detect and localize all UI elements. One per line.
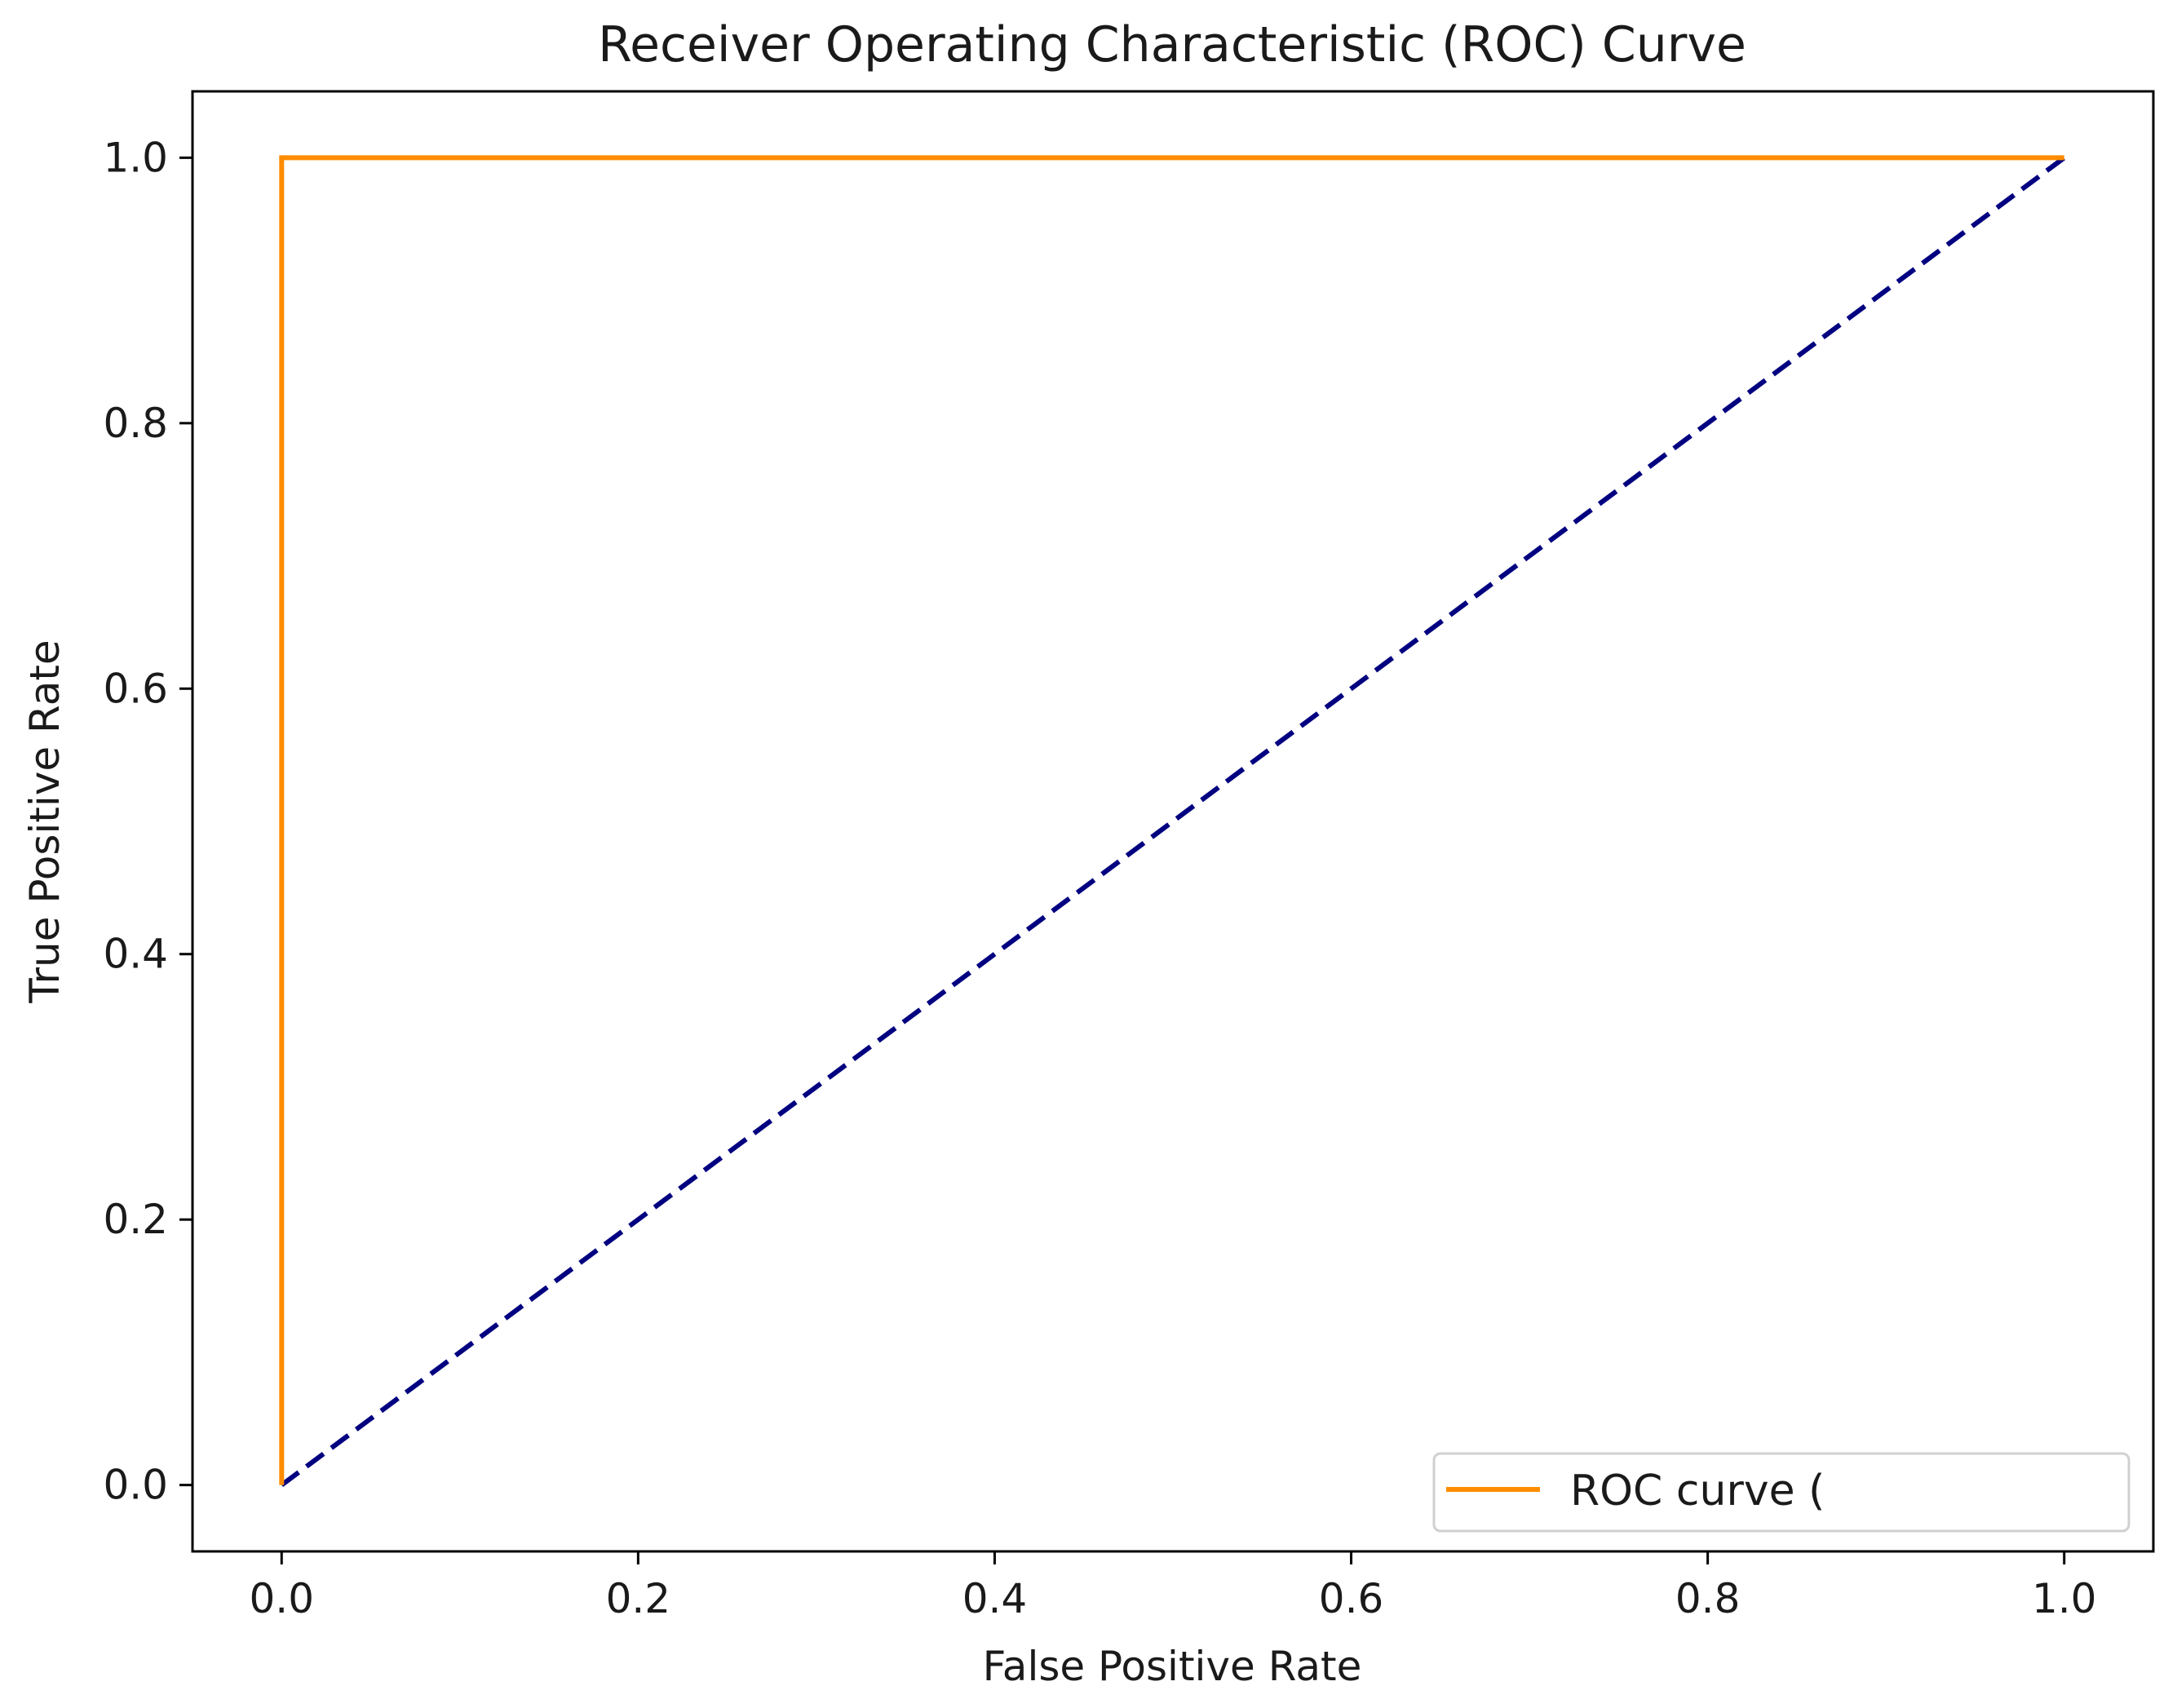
y-tick-label: 0.0 [103,1462,168,1509]
y-tick-label: 0.2 [103,1196,168,1243]
series-layer [279,155,2066,1488]
x-tick-label: 0.6 [1319,1575,1384,1622]
x-tick-label: 0.0 [250,1575,315,1622]
x-axis-label: False Positive Rate [983,1643,1362,1690]
legend: ROC curve ( [1432,1452,2131,1533]
y-axis-label: True Positive Rate [21,639,69,1003]
chart-title: Receiver Operating Characteristic (ROC) … [598,16,1746,73]
y-axis-ticks: 0.0 0.2 0.4 0.6 0.8 1.0 [103,134,192,1509]
legend-box [1432,1452,2131,1533]
x-tick-label: 0.2 [606,1575,671,1622]
y-tick-label: 0.6 [103,665,168,712]
x-tick-label: 0.8 [1675,1575,1741,1622]
y-tick-label: 0.4 [103,931,168,978]
x-tick-label: 1.0 [2032,1575,2097,1622]
roc-curve-line [279,155,2064,1485]
x-tick-label: 0.4 [962,1575,1028,1622]
legend-label-roc: ROC curve ( [1570,1467,1825,1516]
y-tick-label: 0.8 [103,400,168,447]
y-tick-label: 1.0 [103,134,168,181]
x-axis-ticks: 0.0 0.2 0.4 0.6 0.8 1.0 [250,1551,2097,1622]
